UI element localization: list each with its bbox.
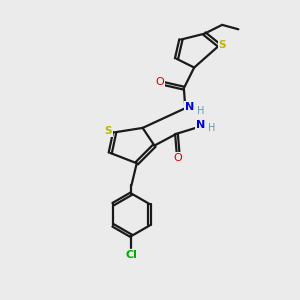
Text: O: O	[155, 77, 164, 87]
Text: O: O	[174, 153, 182, 163]
Text: H: H	[208, 123, 215, 133]
Text: H: H	[197, 106, 204, 116]
Text: S: S	[218, 40, 226, 50]
Text: N: N	[196, 120, 206, 130]
Text: N: N	[184, 102, 194, 112]
Text: S: S	[104, 126, 112, 136]
Text: Cl: Cl	[125, 250, 137, 260]
